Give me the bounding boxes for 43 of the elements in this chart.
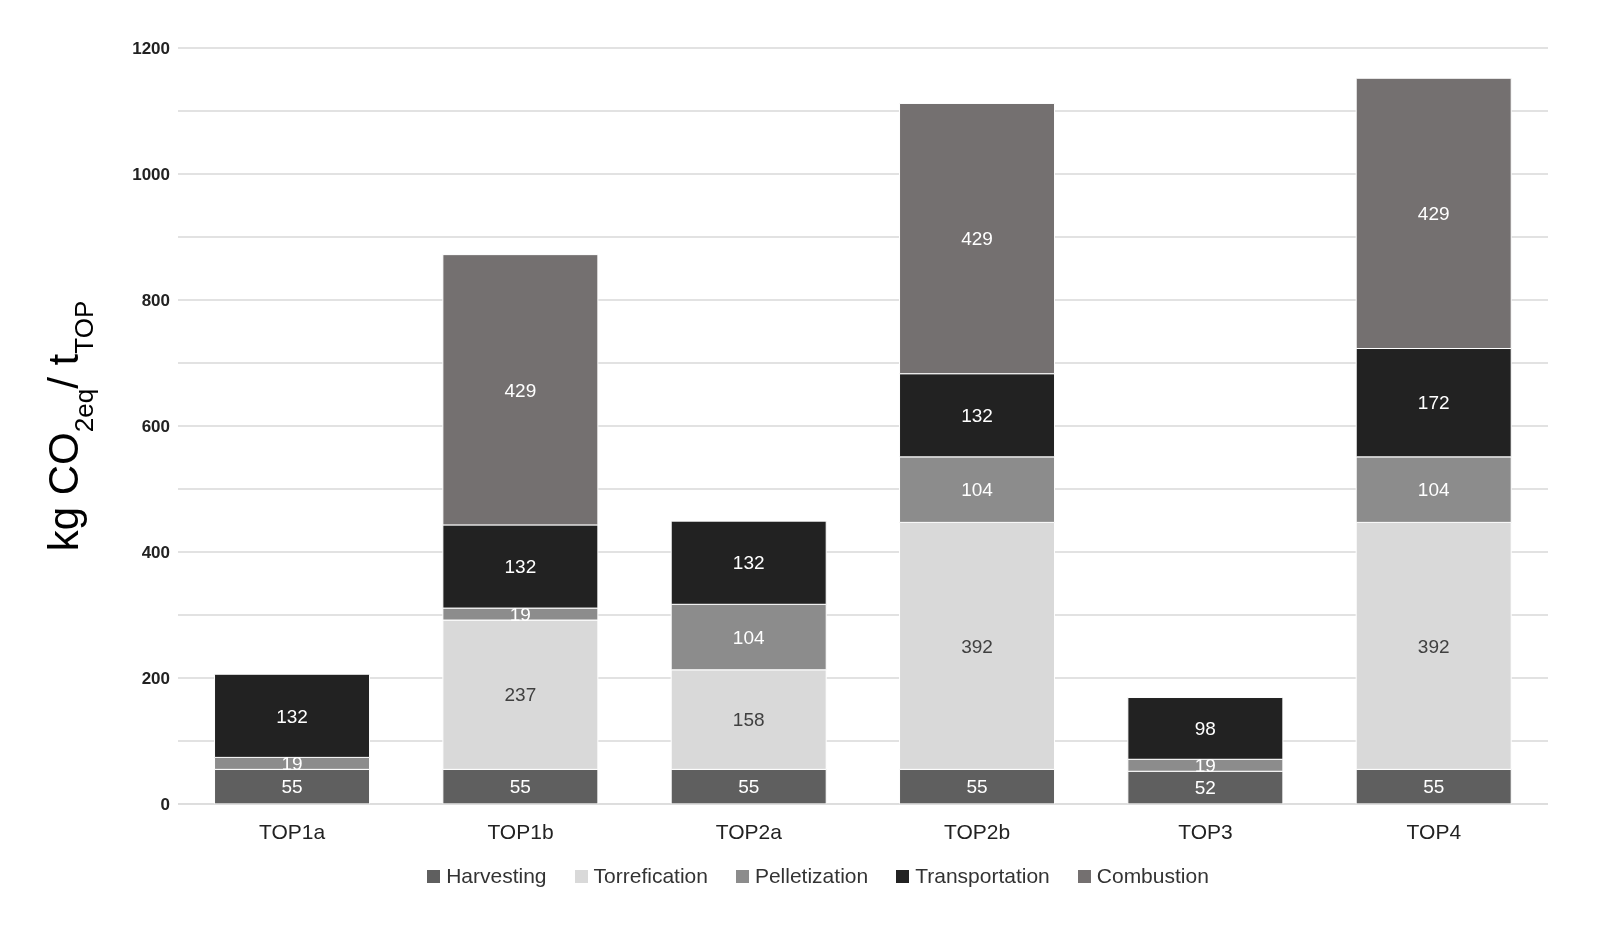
data-label: 19 (509, 603, 531, 625)
data-label: 172 (1417, 392, 1450, 414)
data-label: 55 (966, 776, 988, 798)
legend-label: Torrefication (592, 864, 708, 888)
data-label: 158 (732, 709, 765, 731)
y-tick-label: 1200 (132, 39, 170, 59)
y-tick-label: 400 (141, 543, 170, 563)
data-label: 237 (504, 684, 537, 706)
data-label: 132 (732, 552, 765, 574)
legend-label: Pelletization (753, 864, 869, 888)
data-label: 104 (1417, 479, 1450, 501)
data-label: 55 (1423, 776, 1445, 798)
data-label: 132 (961, 405, 993, 427)
data-label: 19 (281, 753, 303, 775)
x-tick-label: TOP2b (944, 819, 1011, 843)
legend-label: Harvesting (445, 864, 547, 888)
legend-label: Transportation (914, 864, 1050, 888)
x-tick-label: TOP4 (1406, 819, 1462, 843)
y-tick-label: 800 (141, 291, 170, 311)
data-label: 104 (732, 626, 765, 648)
data-label: 19 (1194, 755, 1216, 776)
data-label: 429 (1417, 203, 1450, 225)
x-tick-label: TOP1b (487, 819, 554, 843)
data-label: 429 (504, 379, 537, 401)
y-tick-label: 600 (141, 417, 170, 437)
y-tick-label: 1000 (132, 165, 170, 185)
y-tick-label: 0 (160, 795, 170, 815)
data-label: 392 (961, 635, 993, 657)
data-label: 52 (1194, 777, 1216, 799)
data-label: 429 (961, 228, 993, 250)
x-tick-label: TOP2a (715, 819, 783, 843)
x-tick-label: TOP3 (1178, 819, 1233, 843)
y-tick-label: 200 (141, 669, 170, 689)
data-label: 132 (276, 705, 308, 727)
data-label: 132 (504, 556, 537, 578)
data-label: 98 (1194, 718, 1216, 740)
data-label: 55 (738, 776, 760, 798)
data-label: 392 (1417, 635, 1450, 657)
data-label: 55 (281, 776, 303, 798)
legend-label: Combustion (1095, 864, 1209, 888)
x-tick-label: TOP1a (259, 819, 326, 843)
data-label: 55 (509, 776, 531, 798)
data-label: 104 (961, 479, 994, 501)
